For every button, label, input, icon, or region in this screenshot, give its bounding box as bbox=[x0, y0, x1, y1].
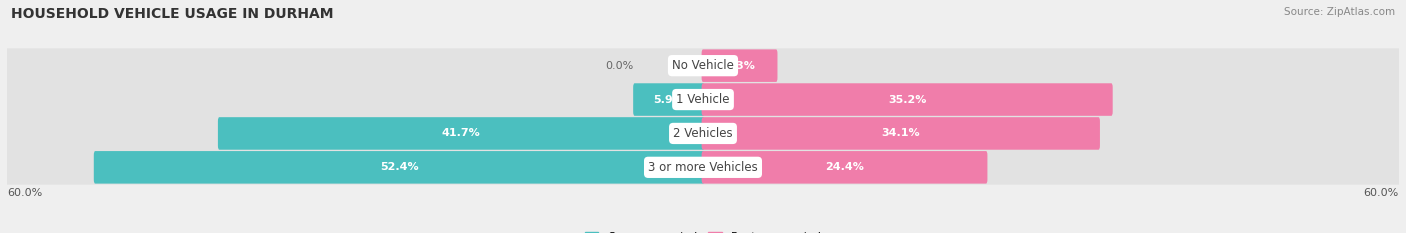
Text: 2 Vehicles: 2 Vehicles bbox=[673, 127, 733, 140]
FancyBboxPatch shape bbox=[702, 151, 987, 184]
Text: 52.4%: 52.4% bbox=[380, 162, 419, 172]
Text: 60.0%: 60.0% bbox=[7, 188, 42, 198]
Text: 60.0%: 60.0% bbox=[1364, 188, 1399, 198]
FancyBboxPatch shape bbox=[633, 83, 704, 116]
Text: No Vehicle: No Vehicle bbox=[672, 59, 734, 72]
FancyBboxPatch shape bbox=[702, 83, 1112, 116]
FancyBboxPatch shape bbox=[6, 116, 1400, 151]
Text: 24.4%: 24.4% bbox=[825, 162, 863, 172]
Text: 41.7%: 41.7% bbox=[441, 128, 481, 138]
Text: 3 or more Vehicles: 3 or more Vehicles bbox=[648, 161, 758, 174]
FancyBboxPatch shape bbox=[6, 150, 1400, 185]
FancyBboxPatch shape bbox=[94, 151, 704, 184]
Text: 6.3%: 6.3% bbox=[724, 61, 755, 71]
FancyBboxPatch shape bbox=[6, 82, 1400, 117]
Text: HOUSEHOLD VEHICLE USAGE IN DURHAM: HOUSEHOLD VEHICLE USAGE IN DURHAM bbox=[11, 7, 333, 21]
Text: Source: ZipAtlas.com: Source: ZipAtlas.com bbox=[1284, 7, 1395, 17]
Text: 35.2%: 35.2% bbox=[889, 95, 927, 105]
Legend: Owner-occupied, Renter-occupied: Owner-occupied, Renter-occupied bbox=[585, 232, 821, 233]
Text: 0.0%: 0.0% bbox=[605, 61, 633, 71]
FancyBboxPatch shape bbox=[218, 117, 704, 150]
FancyBboxPatch shape bbox=[702, 117, 1099, 150]
Text: 5.9%: 5.9% bbox=[654, 95, 685, 105]
Text: 34.1%: 34.1% bbox=[882, 128, 920, 138]
FancyBboxPatch shape bbox=[702, 49, 778, 82]
FancyBboxPatch shape bbox=[6, 48, 1400, 83]
Text: 1 Vehicle: 1 Vehicle bbox=[676, 93, 730, 106]
